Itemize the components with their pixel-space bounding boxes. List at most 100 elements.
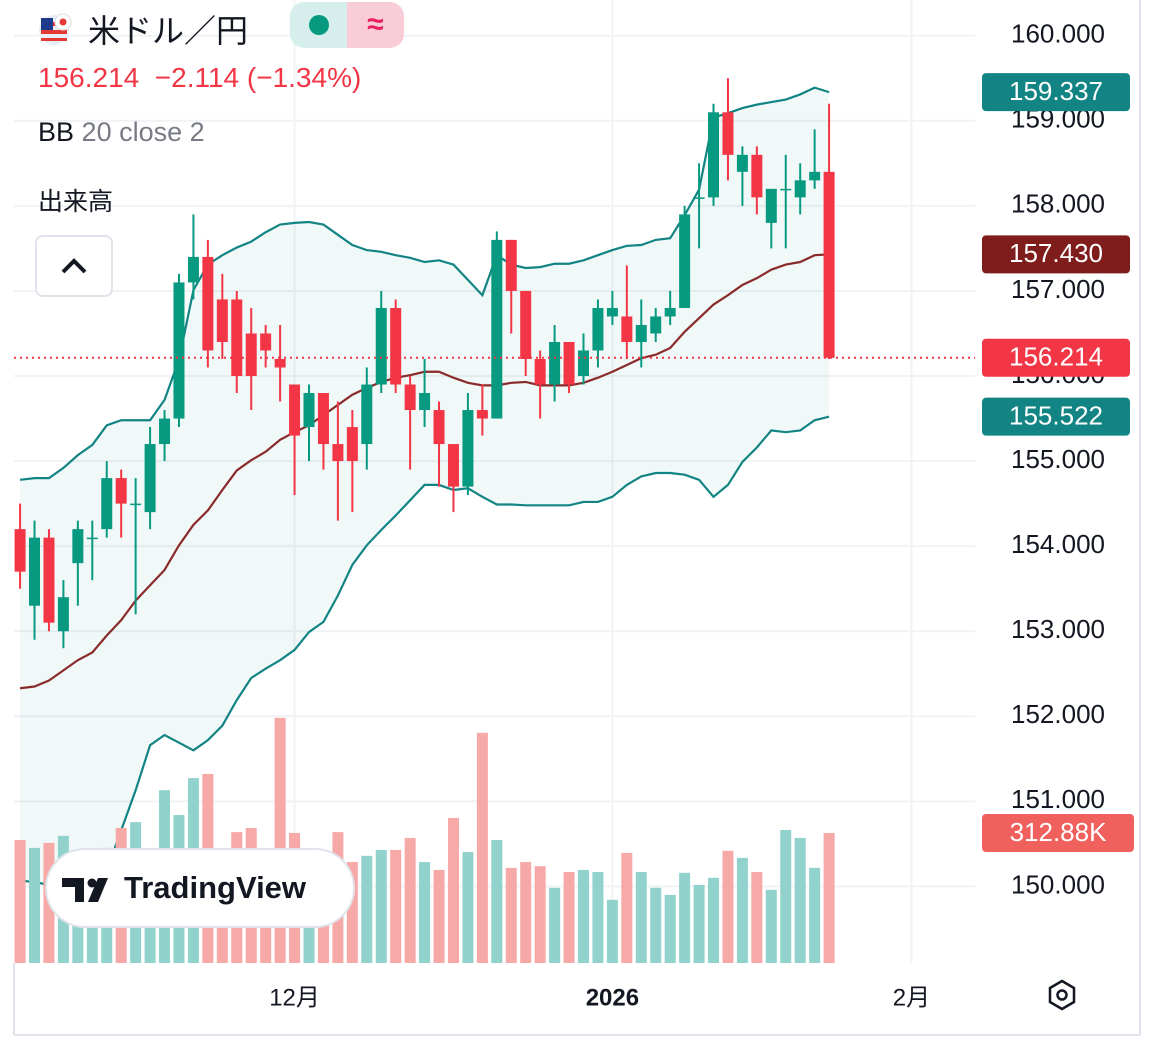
candle-body — [592, 307, 604, 351]
volume-legend[interactable]: 出来高 — [38, 188, 114, 216]
candle-body — [115, 478, 127, 504]
candle-body — [245, 333, 257, 377]
candle-body — [303, 393, 315, 428]
price-label: 155.522 — [1009, 401, 1103, 431]
volume-bar — [823, 832, 835, 963]
volume-bar — [635, 872, 647, 963]
volume-bar — [780, 830, 792, 963]
price-label-box — [982, 235, 1130, 274]
candle-body — [173, 282, 185, 419]
volume-bar — [563, 872, 575, 963]
volume-bar — [708, 877, 720, 963]
volume-bar — [29, 847, 41, 963]
candle-body — [332, 444, 344, 462]
collapse-button[interactable] — [35, 235, 113, 297]
price-label-box — [982, 73, 1130, 112]
candle-body — [549, 341, 561, 385]
candle-body — [606, 307, 618, 317]
candle-body — [159, 418, 171, 445]
candle-body — [29, 537, 41, 606]
candle-body — [693, 197, 705, 199]
candle-body — [765, 188, 777, 223]
volume-bar — [577, 869, 589, 963]
axes: 150.000 151.000 152.000 153.000 154.000 155.0… — [269, 19, 1134, 1011]
candle-body — [708, 112, 720, 198]
volume-bar — [664, 894, 676, 963]
indicator-name: BB — [38, 117, 75, 147]
candle-body — [72, 529, 84, 564]
status-toggle[interactable]: ≈ — [290, 2, 404, 48]
volume-bar — [534, 866, 546, 963]
candle-body — [57, 597, 69, 632]
candle-body — [260, 333, 272, 351]
volume-bar — [447, 817, 459, 963]
volume-bar — [14, 840, 26, 963]
indicator-legend[interactable]: BB 20 close 2 — [38, 117, 205, 148]
watermark-badge: TradingView — [45, 848, 355, 928]
candle-body — [187, 256, 199, 283]
candle-body — [130, 503, 142, 506]
candle-body — [361, 384, 373, 445]
quote: 156.214 −2.114 (−1.34%) — [38, 62, 361, 94]
candle-body — [476, 410, 488, 419]
volume-bar — [650, 887, 662, 963]
candle-body — [751, 154, 763, 198]
candle-body — [736, 154, 748, 172]
y-tick-label: 150.000 — [1011, 869, 1105, 899]
volume-bar — [476, 732, 488, 963]
volume-bar — [751, 872, 763, 963]
price-change-percent: (−1.34%) — [246, 62, 362, 93]
price-label: 157.430 — [1009, 238, 1103, 268]
candle-body — [794, 180, 806, 198]
candle-body — [635, 324, 647, 342]
price-label-box — [982, 338, 1130, 377]
candle-body — [534, 358, 546, 385]
volume-bar — [794, 837, 806, 963]
candle-body — [289, 384, 301, 436]
candle-body — [809, 171, 821, 181]
candle-body — [679, 214, 691, 308]
candle-body — [231, 299, 243, 377]
y-tick-label: 153.000 — [1011, 614, 1105, 644]
price-label: 156.214 — [1009, 342, 1103, 372]
candle-body — [577, 350, 589, 377]
volume-bar — [722, 850, 734, 963]
volume-bar — [549, 887, 561, 963]
symbol-title: 米ドル／円 — [88, 13, 249, 49]
volume-bar — [274, 717, 286, 963]
candle-body — [520, 290, 532, 359]
settings-button[interactable] — [1048, 979, 1076, 1011]
candle-body — [462, 410, 474, 487]
volume-bar — [606, 899, 618, 963]
candle-body — [780, 188, 792, 191]
candle-body — [505, 239, 517, 291]
volume-bar — [809, 867, 821, 963]
x-tick-label: 12月 — [269, 984, 320, 1011]
volume-bar — [433, 869, 445, 963]
y-tick-label: 152.000 — [1011, 699, 1105, 729]
price-label: 159.337 — [1009, 76, 1103, 106]
volume-bar — [491, 840, 503, 963]
candle-body — [317, 393, 329, 445]
volume-bar — [462, 852, 474, 963]
volume-bar — [375, 849, 387, 963]
volume-bar — [679, 872, 691, 963]
volume-bar — [693, 884, 705, 963]
delayed-icon: ≈ — [347, 2, 404, 48]
y-tick-label: 151.000 — [1011, 784, 1105, 814]
candle-body — [274, 358, 286, 368]
candle-body — [447, 444, 459, 487]
candle-body — [491, 239, 503, 419]
volume-bar — [404, 837, 416, 963]
y-tick-label: 154.000 — [1011, 529, 1105, 559]
candle-body — [144, 444, 156, 513]
band-fill — [20, 87, 830, 886]
market-status — [290, 2, 347, 48]
volume-bar — [390, 849, 402, 963]
volume-bar — [505, 867, 517, 963]
candle-body — [419, 393, 431, 411]
candle-body — [375, 307, 387, 385]
volume-bar — [361, 855, 373, 963]
y-tick-label: 158.000 — [1011, 189, 1105, 219]
